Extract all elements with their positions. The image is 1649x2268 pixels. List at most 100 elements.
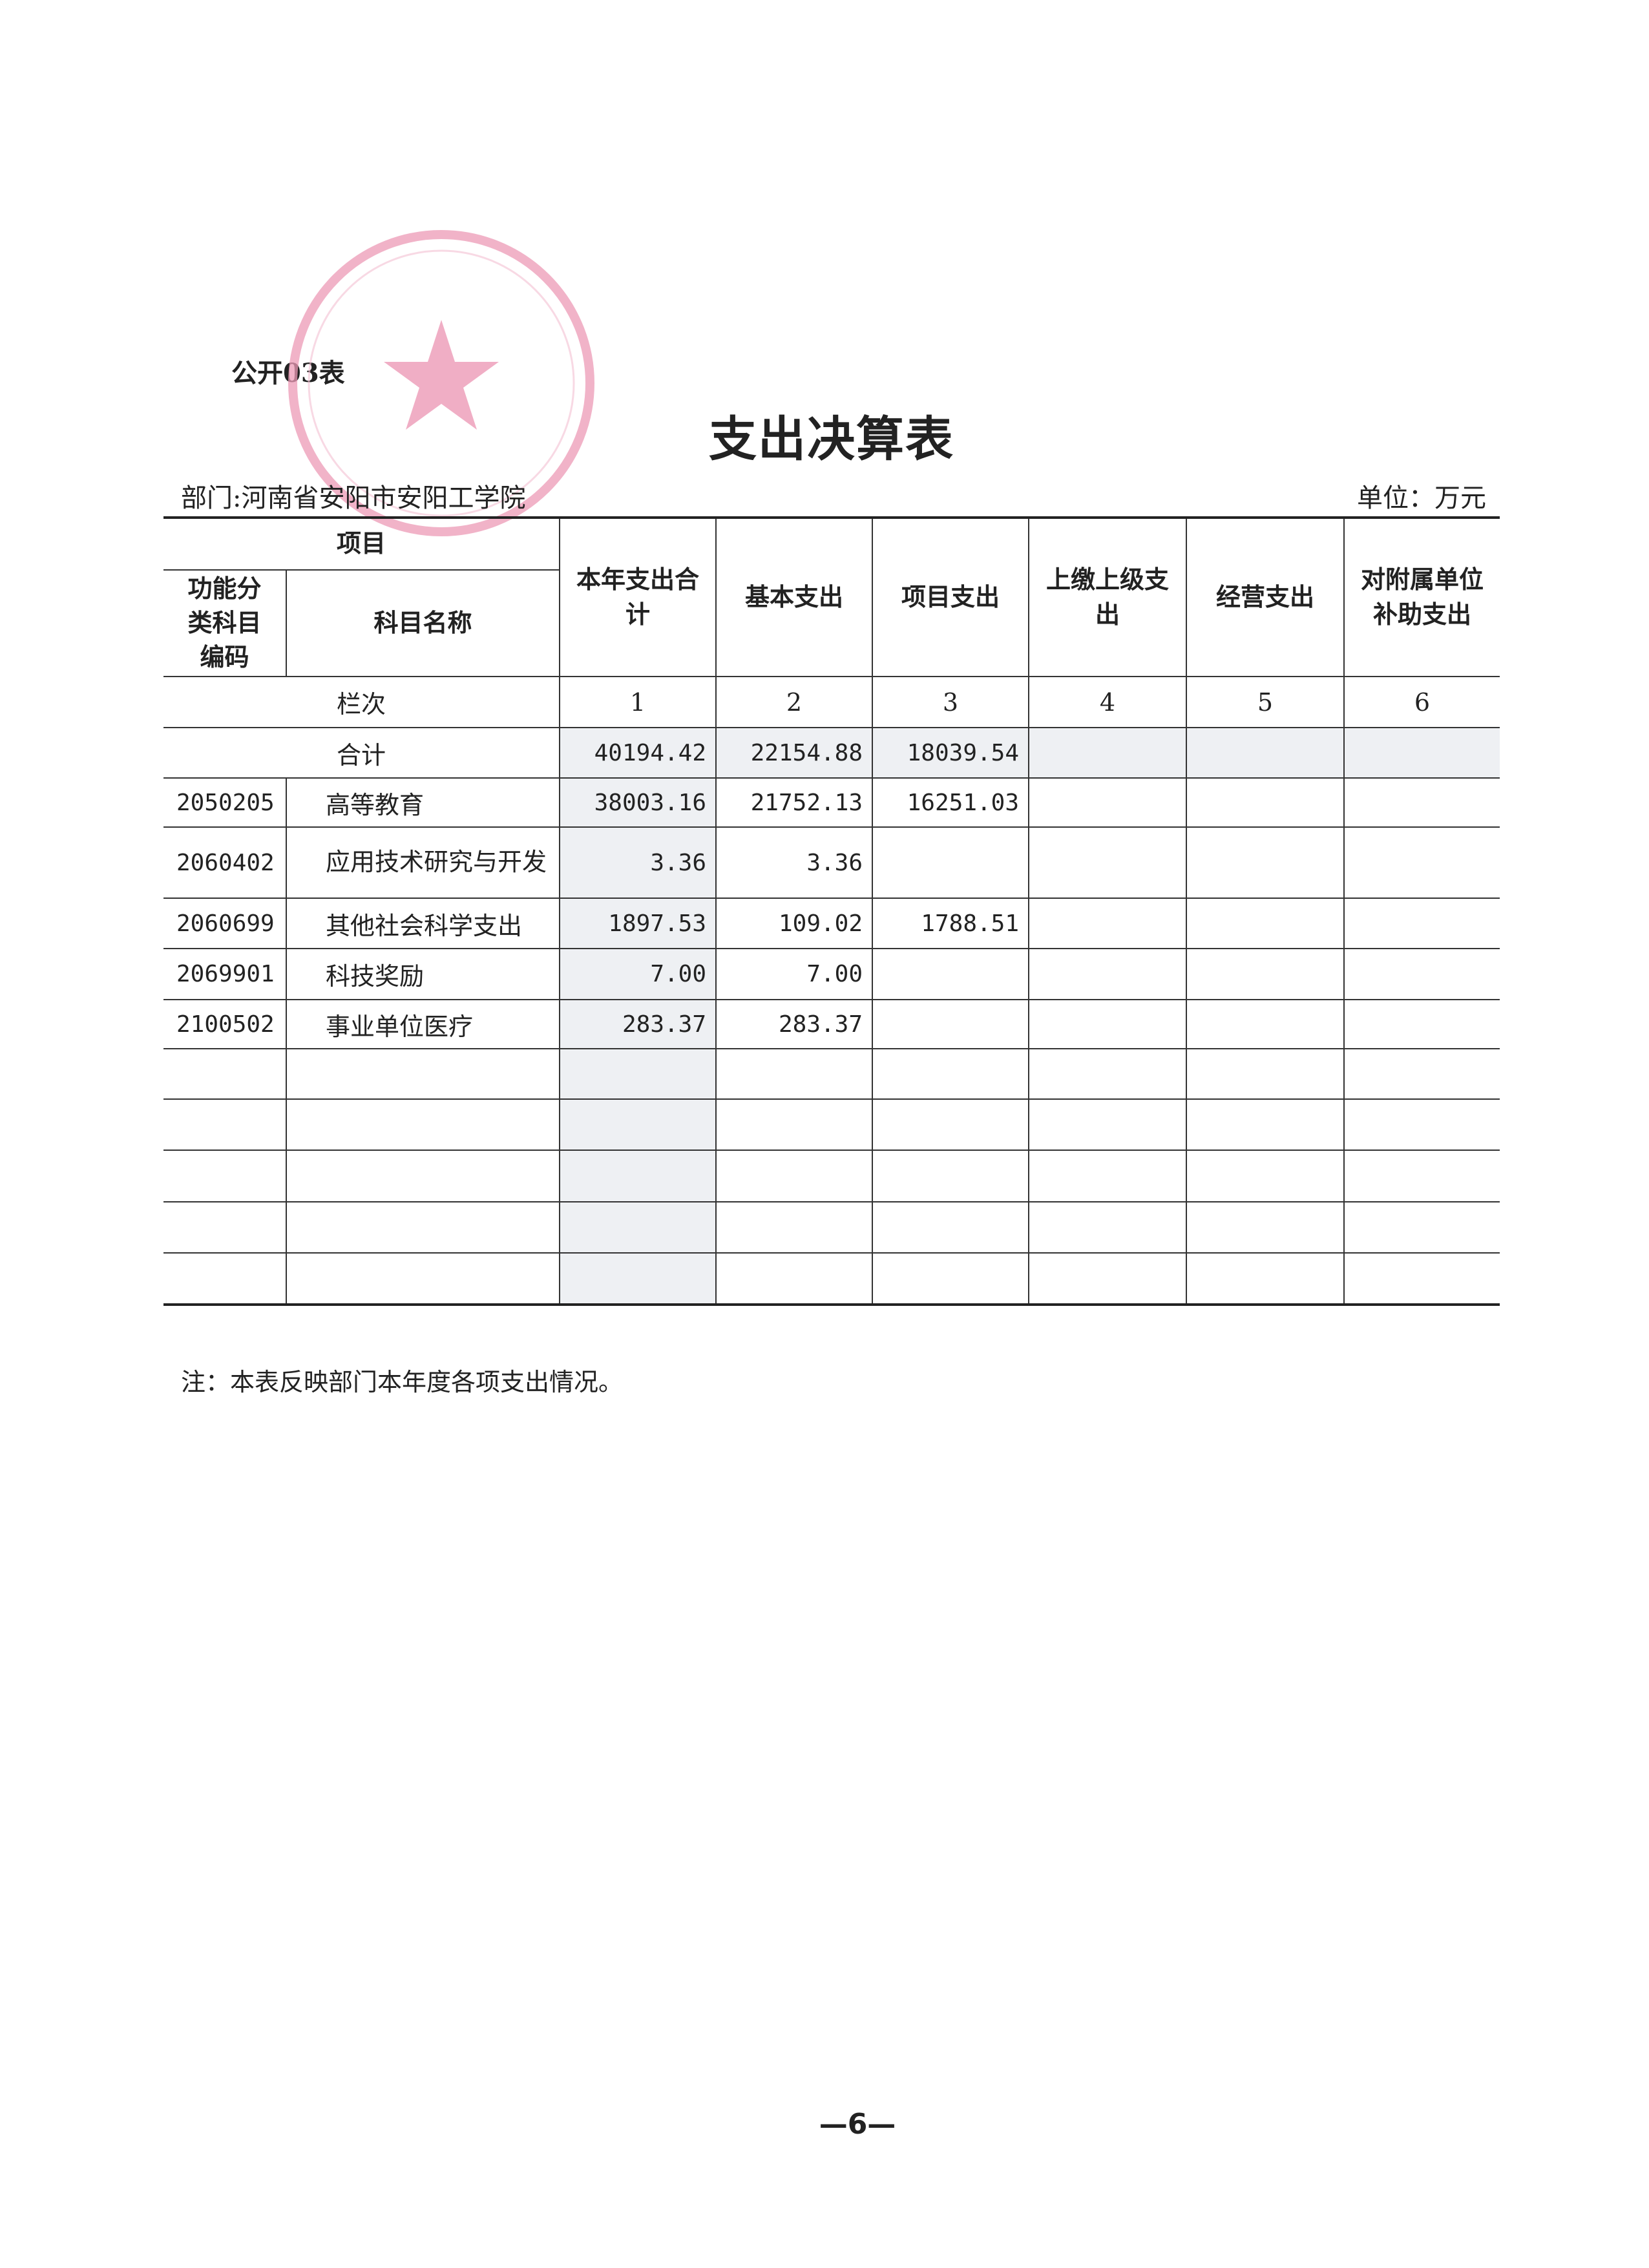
index-cell: 2: [715, 676, 874, 728]
value-cell: [872, 999, 1030, 1049]
value-cell: 3.36: [715, 826, 874, 899]
table-row: 2060402 应用技术研究与开发 3.36 3.36: [163, 826, 1500, 899]
empty-row: [163, 1048, 1500, 1100]
column-header: 本年支出合计: [559, 517, 717, 677]
empty-cell: [559, 1252, 717, 1305]
empty-cell: [715, 1048, 874, 1100]
empty-cell: [1343, 1252, 1500, 1305]
value-cell: [1186, 898, 1345, 949]
empty-cell: [559, 1098, 717, 1151]
value-cell: 283.37: [715, 999, 874, 1049]
empty-cell: [1343, 1201, 1500, 1254]
index-cell: 5: [1186, 676, 1345, 728]
group-header: 项目: [163, 517, 561, 571]
total-row: 合计 40194.42 22154.88 18039.54: [163, 727, 1500, 779]
form-code: 公开03表: [231, 358, 345, 388]
code-column-header: 功能分类科目编码: [163, 569, 287, 677]
empty-cell: [872, 1201, 1030, 1254]
empty-row: [163, 1201, 1500, 1254]
empty-cell: [1028, 1252, 1188, 1305]
value-cell: 283.37: [559, 999, 717, 1049]
total-cell: [1028, 727, 1188, 779]
value-cell: 38003.16: [559, 777, 717, 828]
name-cell: 高等教育: [285, 777, 561, 828]
value-cell: [1343, 826, 1500, 899]
value-cell: [1343, 898, 1500, 949]
header-row: 功能分类科目编码 科目名称: [163, 569, 1500, 677]
empty-row: [163, 1150, 1500, 1202]
empty-cell: [715, 1252, 874, 1305]
empty-cell: [872, 1150, 1030, 1202]
empty-cell: [872, 1048, 1030, 1100]
empty-cell: [1028, 1150, 1188, 1202]
empty-cell: [872, 1252, 1030, 1305]
empty-cell: [1186, 1252, 1345, 1305]
code-cell: 2060699: [163, 898, 287, 949]
index-cell: 4: [1028, 676, 1188, 728]
total-label: 合计: [163, 727, 561, 779]
department-label: 部门:河南省安阳市安阳工学院: [181, 483, 526, 513]
total-cell: 22154.88: [715, 727, 874, 779]
unit-label: 单位：万元: [1357, 483, 1486, 513]
value-cell: [1028, 898, 1188, 949]
value-cell: [1028, 948, 1188, 1000]
index-cell: 3: [872, 676, 1030, 728]
empty-cell: [1028, 1201, 1188, 1254]
index-cell: 6: [1343, 676, 1500, 728]
empty-cell: [715, 1201, 874, 1254]
empty-cell: [1343, 1150, 1500, 1202]
empty-cell: [559, 1201, 717, 1254]
empty-cell: [285, 1201, 561, 1254]
value-cell: 16251.03: [872, 777, 1030, 828]
total-cell: 18039.54: [872, 727, 1030, 779]
empty-cell: [1186, 1150, 1345, 1202]
seal-inner-ring: [308, 249, 575, 517]
index-row: 栏次 1 2 3 4 5 6: [163, 676, 1500, 728]
code-cell: 2050205: [163, 777, 287, 828]
empty-cell: [1028, 1098, 1188, 1151]
value-cell: [1186, 999, 1345, 1049]
empty-cell: [1186, 1098, 1345, 1151]
total-cell: 40194.42: [559, 727, 717, 779]
empty-cell: [715, 1098, 874, 1151]
value-cell: 21752.13: [715, 777, 874, 828]
column-header: 项目支出: [872, 517, 1030, 677]
star-icon: [384, 320, 499, 430]
value-cell: [1343, 777, 1500, 828]
value-cell: [1186, 826, 1345, 899]
empty-cell: [559, 1150, 717, 1202]
total-cell: [1186, 727, 1345, 779]
name-cell: 其他社会科学支出: [285, 898, 561, 949]
value-cell: [1028, 826, 1188, 899]
empty-cell: [163, 1201, 287, 1254]
table-note: 注：本表反映部门本年度各项支出情况。: [181, 1368, 624, 1396]
name-column-header: 科目名称: [285, 569, 560, 677]
table-row: 2050205 高等教育 38003.16 21752.13 16251.03: [163, 777, 1500, 828]
page-title: 支出决算表: [709, 412, 954, 467]
value-cell: [1028, 777, 1188, 828]
value-cell: [872, 948, 1030, 1000]
empty-cell: [285, 1150, 561, 1202]
empty-cell: [1186, 1048, 1345, 1100]
empty-cell: [285, 1252, 561, 1305]
value-cell: 109.02: [715, 898, 874, 949]
total-cell: [1343, 727, 1500, 779]
column-header: 基本支出: [715, 517, 874, 677]
table-row: 2100502 事业单位医疗 283.37 283.37: [163, 999, 1500, 1049]
table-row: 2060699 其他社会科学支出 1897.53 109.02 1788.51: [163, 898, 1500, 949]
empty-cell: [285, 1098, 561, 1151]
empty-row: [163, 1252, 1500, 1305]
code-cell: 2069901: [163, 948, 287, 1000]
empty-cell: [163, 1252, 287, 1305]
empty-cell: [285, 1048, 561, 1100]
empty-cell: [1343, 1098, 1500, 1151]
value-cell: 7.00: [715, 948, 874, 1000]
value-cell: [1028, 999, 1188, 1049]
name-cell: 科技奖励: [285, 948, 561, 1000]
empty-cell: [715, 1150, 874, 1202]
header-row: 项目 本年支出合计 基本支出 项目支出 上缴上级支出 经营支出 对附属单位补助支…: [163, 517, 1500, 677]
value-cell: 1788.51: [872, 898, 1030, 949]
empty-cell: [872, 1098, 1030, 1151]
value-cell: [1343, 948, 1500, 1000]
code-cell: 2100502: [163, 999, 287, 1049]
